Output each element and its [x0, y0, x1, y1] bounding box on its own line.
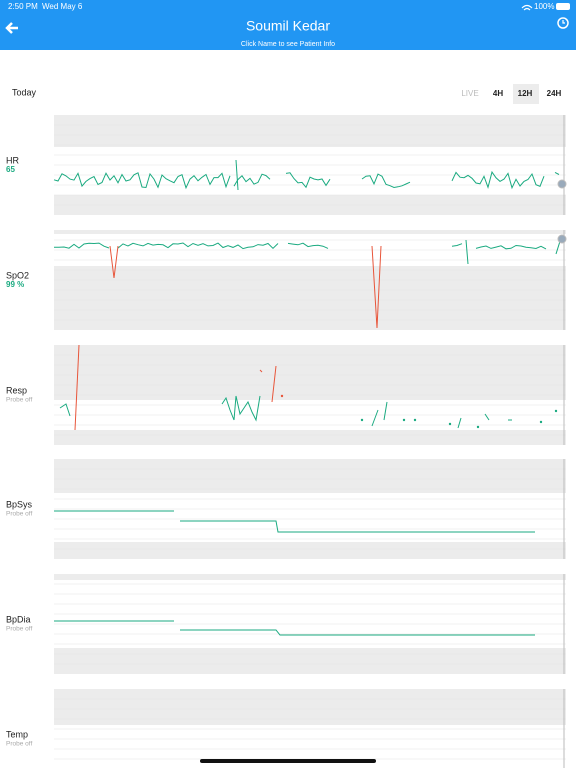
trace [180, 629, 535, 636]
range-button[interactable]: 24H [547, 89, 562, 98]
trace [484, 413, 490, 421]
wifi-icon [521, 4, 533, 11]
header-bar [0, 0, 576, 50]
trace [54, 242, 110, 249]
trace [451, 170, 545, 190]
panel-band [54, 574, 566, 580]
panel-name: Temp [6, 729, 28, 739]
panel-band [54, 115, 566, 147]
trace [371, 245, 382, 329]
dot [413, 418, 417, 422]
panel-value: Probe off [6, 626, 32, 633]
trace [285, 172, 331, 189]
dot [448, 422, 452, 426]
trace [554, 171, 560, 175]
trace [117, 242, 279, 250]
dot [280, 394, 284, 398]
range-selected [513, 84, 539, 104]
trace [371, 409, 379, 427]
trace [109, 245, 119, 279]
panel-band [54, 648, 566, 674]
range-button[interactable]: LIVE [461, 89, 478, 98]
clock-hands [562, 20, 565, 24]
panel-band [54, 266, 566, 330]
panel-value: 99 % [6, 280, 24, 289]
home-indicator [200, 759, 376, 763]
dot [402, 418, 406, 422]
dot [539, 420, 543, 424]
panel-value: Probe off [6, 741, 32, 748]
trace [451, 243, 463, 247]
panel-value: 65 [6, 165, 15, 174]
cursor-dot [557, 179, 567, 189]
dot [360, 418, 364, 422]
trace [465, 239, 469, 265]
panel-value: Probe off [6, 511, 32, 518]
range-button[interactable]: 4H [493, 89, 503, 98]
trace [287, 242, 329, 249]
panel-value: Probe off [6, 397, 32, 404]
panel-name: HR [6, 155, 19, 165]
trace [383, 401, 388, 421]
trace [361, 173, 411, 189]
trace [457, 417, 462, 429]
status-battery: 100% [534, 2, 554, 11]
trace [259, 369, 263, 373]
trace [475, 244, 547, 250]
panel-name: SpO2 [6, 270, 29, 280]
trace [180, 520, 535, 533]
dot [476, 425, 480, 429]
clock-button[interactable] [557, 17, 569, 29]
header-subtitle: Click Name to see Patient Info [241, 41, 335, 48]
clock-icon [557, 17, 569, 29]
back-button[interactable] [5, 22, 18, 34]
trace [53, 172, 231, 190]
range-button[interactable]: 12H [518, 89, 533, 98]
patient-name[interactable]: Soumil Kedar [246, 18, 330, 34]
trace [74, 344, 80, 431]
trace [235, 159, 239, 191]
panel-name: BpDia [6, 614, 31, 624]
panel-band [54, 689, 566, 725]
panel-name: Resp [6, 385, 27, 395]
cursor-dot [557, 234, 567, 244]
trace [233, 173, 271, 187]
panel-name: BpSys [6, 499, 33, 509]
trace [271, 365, 277, 403]
panel-band [54, 345, 566, 400]
panel-band [54, 230, 566, 234]
trace [59, 403, 71, 417]
panel-band [54, 430, 566, 445]
battery-icon [556, 3, 570, 10]
panel-band [54, 542, 566, 559]
today-label: Today [12, 87, 37, 97]
panel-band [54, 459, 566, 493]
status-date: Wed May 6 [42, 2, 83, 11]
status-time: 2:50 PM [8, 2, 38, 11]
trace [221, 395, 261, 422]
dot [554, 409, 558, 413]
